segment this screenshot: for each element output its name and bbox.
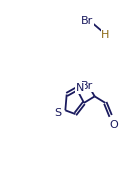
Text: O: O [109,120,118,130]
Text: S: S [54,108,61,118]
Text: Br: Br [81,81,94,91]
Text: N: N [76,83,84,93]
Text: H: H [101,30,110,40]
Text: Br: Br [81,16,94,26]
